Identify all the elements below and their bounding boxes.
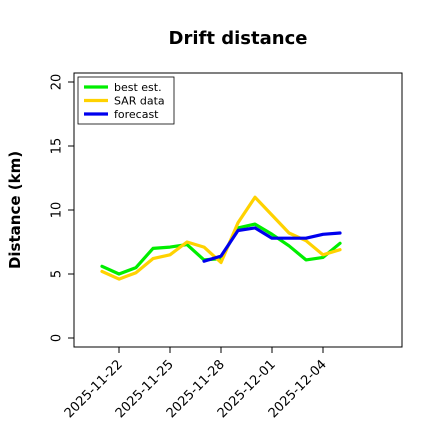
y-tick-label: 5	[50, 270, 65, 278]
legend-label: best est.	[114, 81, 162, 94]
y-axis-label: Distance (km)	[6, 151, 24, 269]
legend-label: SAR data	[114, 95, 165, 108]
legend-label: forecast	[114, 108, 159, 121]
series-layer	[100, 195, 342, 281]
y-tick-label: 10	[50, 202, 65, 219]
series-line-best-est-	[100, 222, 342, 276]
chart-title: Drift distance	[169, 28, 308, 49]
series-line-forecast	[202, 226, 342, 263]
y-tick-label: 20	[50, 74, 65, 91]
y-tick-label: 15	[50, 138, 65, 155]
y-tick-label: 0	[50, 334, 65, 342]
